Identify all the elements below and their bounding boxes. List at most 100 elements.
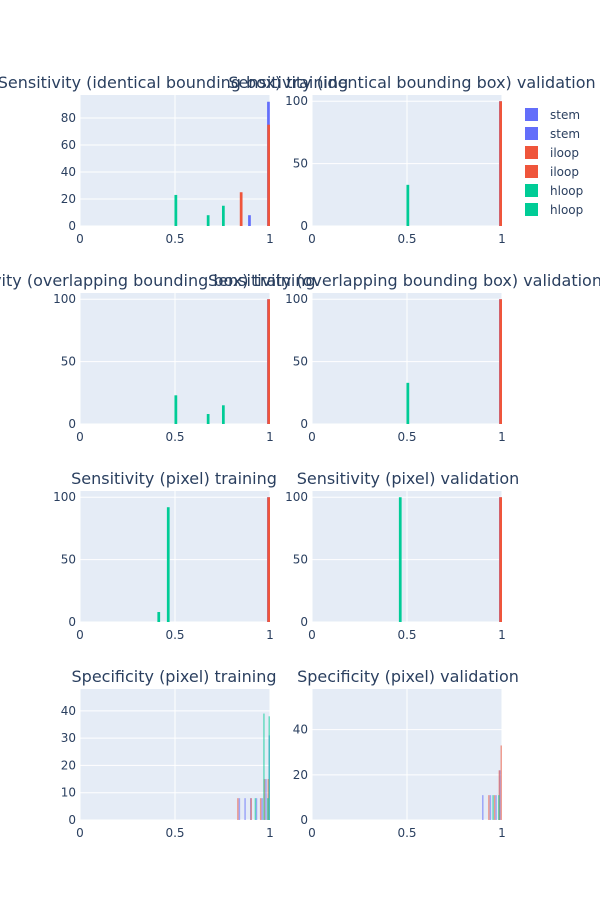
y-tick-label: 80 bbox=[61, 111, 76, 125]
bar-hloop bbox=[221, 205, 225, 226]
bar-hloop bbox=[157, 612, 161, 622]
legend-label: hloop bbox=[550, 203, 583, 217]
y-tick-label: 0 bbox=[300, 417, 308, 431]
x-tick-label: 0.5 bbox=[397, 826, 416, 840]
bar-hloop bbox=[398, 497, 402, 622]
subplot-3: 0 0.5 1 0 50 100 Sensitivity (overlapping boun… bbox=[0, 271, 316, 444]
x-tick-label: 0 bbox=[308, 826, 316, 840]
x-tick-label: 0.5 bbox=[165, 430, 184, 444]
bar-iloop bbox=[488, 795, 490, 820]
x-tick-label: 1 bbox=[266, 430, 274, 444]
bar-hloop bbox=[263, 713, 265, 820]
bar-iloop bbox=[250, 798, 252, 820]
y-tick-label: 20 bbox=[293, 768, 308, 782]
bar-iloop bbox=[239, 192, 243, 226]
bar-stem bbox=[255, 798, 258, 820]
x-tick-label: 0 bbox=[308, 628, 316, 642]
y-tick-label: 20 bbox=[61, 758, 76, 772]
subplot-title: Sensitivity (identical bounding box) tra… bbox=[0, 73, 348, 92]
legend-swatch bbox=[525, 108, 538, 121]
legend-item-stem[interactable]: stem bbox=[525, 108, 580, 122]
x-tick-label: 1 bbox=[498, 628, 506, 642]
bar-hloop bbox=[266, 798, 269, 820]
subplot-2: 0 0.5 1 0 50 100 Sensitivity (identical boundi… bbox=[228, 73, 595, 246]
y-tick-label: 30 bbox=[61, 731, 76, 745]
legend-item-hloop[interactable]: hloop bbox=[525, 203, 583, 217]
y-tick-label: 60 bbox=[61, 138, 76, 152]
legend-item-hloop[interactable]: hloop bbox=[525, 184, 583, 198]
subplot-title: Sensitivity (identical bounding box) val… bbox=[228, 73, 595, 92]
y-tick-label: 0 bbox=[300, 219, 308, 233]
subplot-title: Specificity (pixel) validation bbox=[297, 667, 519, 686]
bar-iloop bbox=[267, 299, 270, 424]
y-tick-label: 0 bbox=[300, 813, 308, 827]
y-tick-label: 0 bbox=[68, 813, 76, 827]
legend-item-stem[interactable]: stem bbox=[525, 127, 580, 141]
subplot-6: 0 0.5 1 0 50 100 Sensitivity (pixel) validatio… bbox=[285, 469, 519, 642]
legend-swatch bbox=[525, 127, 538, 140]
y-tick-label: 0 bbox=[68, 615, 76, 629]
bar-iloop bbox=[499, 497, 502, 622]
bar-stem bbox=[489, 795, 492, 820]
x-tick-label: 0.5 bbox=[397, 232, 416, 246]
x-tick-label: 0.5 bbox=[397, 430, 416, 444]
bar-stem bbox=[261, 798, 263, 820]
bar-stem bbox=[248, 215, 251, 226]
bar-hloop bbox=[206, 215, 210, 226]
y-tick-label: 40 bbox=[61, 704, 76, 718]
legend-swatch bbox=[525, 203, 538, 216]
subplot-title: Sensitivity (overlapping bounding box) t… bbox=[0, 271, 316, 290]
y-tick-label: 40 bbox=[293, 723, 308, 737]
bar-hloop bbox=[498, 795, 500, 820]
y-tick-label: 50 bbox=[293, 157, 308, 171]
bar-stem bbox=[482, 795, 484, 820]
bar-hloop bbox=[221, 405, 225, 424]
bar-hloop bbox=[268, 716, 270, 820]
subplot-title: Sensitivity (overlapping bounding box) v… bbox=[208, 271, 600, 290]
x-tick-label: 0.5 bbox=[165, 628, 184, 642]
x-tick-label: 0 bbox=[308, 232, 316, 246]
y-tick-label: 20 bbox=[61, 192, 76, 206]
x-tick-label: 0 bbox=[308, 430, 316, 444]
legend-item-iloop[interactable]: iloop bbox=[525, 146, 579, 160]
x-tick-label: 1 bbox=[498, 826, 506, 840]
bar-iloop bbox=[499, 101, 502, 226]
y-tick-label: 10 bbox=[61, 786, 76, 800]
subplot-4: 0 0.5 1 0 50 100 Sensitivity (overlapping boun… bbox=[208, 271, 600, 444]
x-tick-label: 1 bbox=[266, 628, 274, 642]
legend-swatch bbox=[525, 146, 538, 159]
bar-hloop bbox=[406, 184, 410, 226]
x-tick-label: 0.5 bbox=[397, 628, 416, 642]
x-tick-label: 0 bbox=[76, 232, 84, 246]
subplot-title: Specificity (pixel) training bbox=[72, 667, 277, 686]
legend-swatch bbox=[525, 184, 538, 197]
y-tick-label: 0 bbox=[68, 219, 76, 233]
legend-swatch bbox=[525, 165, 538, 178]
y-tick-label: 100 bbox=[285, 490, 308, 504]
bar-hloop bbox=[174, 194, 178, 226]
legend-label: stem bbox=[550, 127, 580, 141]
bar-hloop bbox=[406, 382, 410, 424]
bar-iloop bbox=[267, 124, 270, 226]
bar-iloop bbox=[499, 299, 502, 424]
bar-stem bbox=[238, 798, 241, 820]
bar-hloop bbox=[174, 395, 178, 424]
x-tick-label: 0 bbox=[76, 826, 84, 840]
x-tick-label: 1 bbox=[266, 232, 274, 246]
x-tick-label: 0.5 bbox=[165, 826, 184, 840]
x-tick-label: 0 bbox=[76, 628, 84, 642]
legend: stem stem iloop iloop hloop hloop bbox=[525, 108, 583, 217]
y-tick-label: 0 bbox=[300, 615, 308, 629]
bar-iloop bbox=[493, 795, 496, 820]
bar-iloop bbox=[267, 497, 270, 622]
y-tick-label: 100 bbox=[285, 94, 308, 108]
bar-hloop bbox=[206, 414, 210, 424]
bar-hloop bbox=[166, 507, 170, 622]
legend-item-iloop[interactable]: iloop bbox=[525, 165, 579, 179]
y-tick-label: 40 bbox=[61, 165, 76, 179]
legend-label: iloop bbox=[550, 165, 579, 179]
bar-stem bbox=[495, 795, 497, 820]
